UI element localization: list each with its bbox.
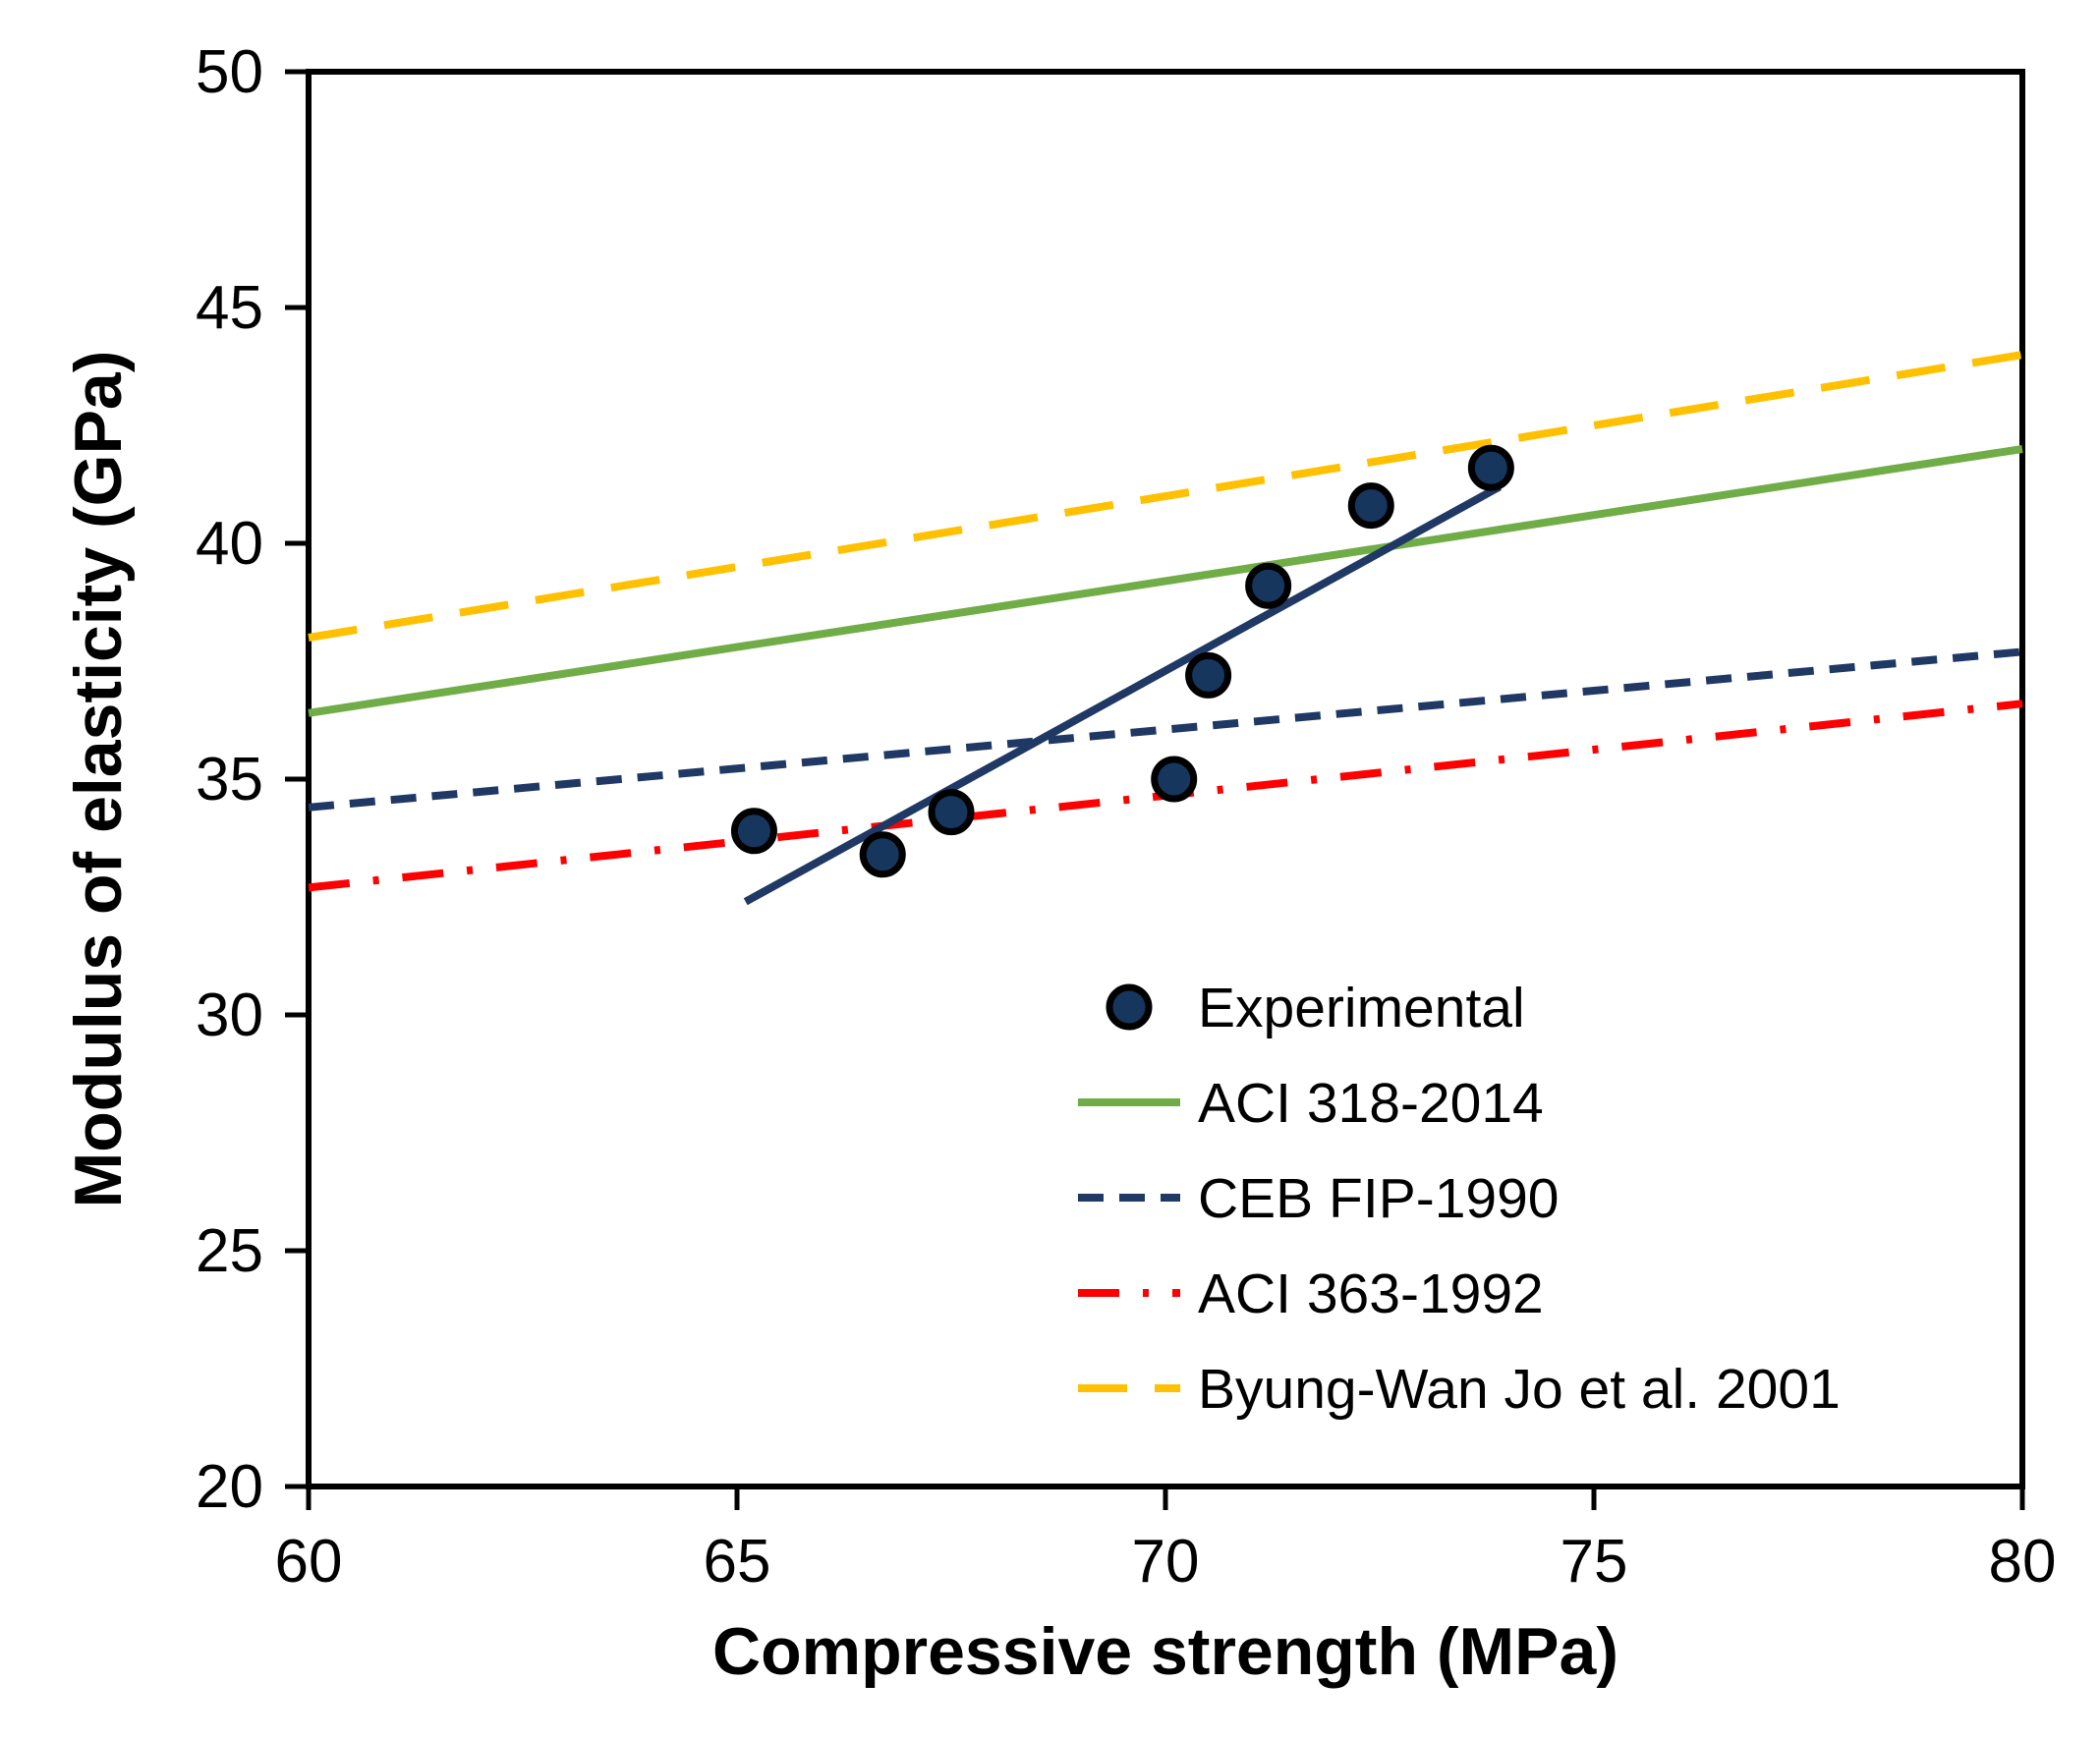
legend-label: ACI 363-1992: [1198, 1262, 1544, 1325]
x-tick-label: 70: [1132, 1528, 1200, 1596]
data-point: [928, 789, 975, 836]
data-point: [1245, 562, 1292, 609]
x-tick-label: 75: [1561, 1528, 1628, 1596]
legend-label: Experimental: [1198, 976, 1525, 1039]
solid-line-icon: [1078, 1098, 1180, 1106]
series-line: [743, 482, 1503, 906]
y-tick-label: 50: [196, 38, 263, 106]
data-point: [1185, 651, 1232, 699]
x-tick-label: 80: [1989, 1528, 2057, 1596]
data-point: [1151, 756, 1198, 803]
y-tick-label: 45: [196, 274, 263, 342]
legend: Experimental ACI 318-2014 CEB FIP-1990 A…: [1074, 960, 1841, 1436]
legend-item-aci-363-1992: ACI 363-1992: [1074, 1246, 1841, 1341]
dashed-line-icon: [1078, 1194, 1180, 1202]
y-axis-title: Modulus of elasticity (GPa): [61, 350, 136, 1208]
legend-item-byung-wan-jo: Byung-Wan Jo et al. 2001: [1074, 1341, 1841, 1436]
y-tick-label: 40: [196, 510, 263, 578]
x-tick-label: 65: [704, 1528, 771, 1596]
legend-label: ACI 318-2014: [1198, 1071, 1544, 1135]
legend-label: CEB FIP-1990: [1198, 1166, 1560, 1230]
legend-item-ceb-fip-1990: CEB FIP-1990: [1074, 1150, 1841, 1246]
longdash-line-icon: [1078, 1384, 1180, 1392]
dashdot-line-icon: [1078, 1289, 1180, 1297]
scatter-marker-icon: [1106, 983, 1153, 1031]
x-tick-label: 60: [275, 1528, 343, 1596]
y-tick-label: 30: [196, 982, 263, 1049]
legend-item-aci-318-2014: ACI 318-2014: [1074, 1055, 1841, 1150]
x-axis-title: Compressive strength (MPa): [712, 1614, 1618, 1689]
y-tick-label: 20: [196, 1453, 263, 1521]
data-point: [1467, 444, 1514, 491]
legend-label: Byung-Wan Jo et al. 2001: [1198, 1357, 1841, 1421]
legend-item-experimental: Experimental: [1074, 960, 1841, 1055]
series-line: [308, 445, 2023, 717]
y-tick-label: 25: [196, 1217, 263, 1285]
y-tick-label: 35: [196, 746, 263, 813]
data-point: [1347, 482, 1394, 530]
data-point: [730, 808, 777, 855]
series-line: [308, 351, 2023, 642]
data-point: [859, 831, 906, 878]
